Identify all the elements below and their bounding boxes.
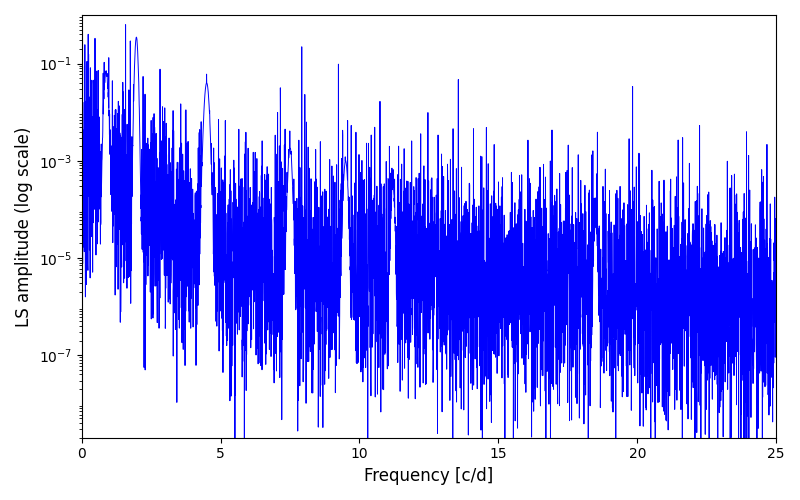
X-axis label: Frequency [c/d]: Frequency [c/d] [364, 467, 494, 485]
Y-axis label: LS amplitude (log scale): LS amplitude (log scale) [15, 126, 33, 326]
